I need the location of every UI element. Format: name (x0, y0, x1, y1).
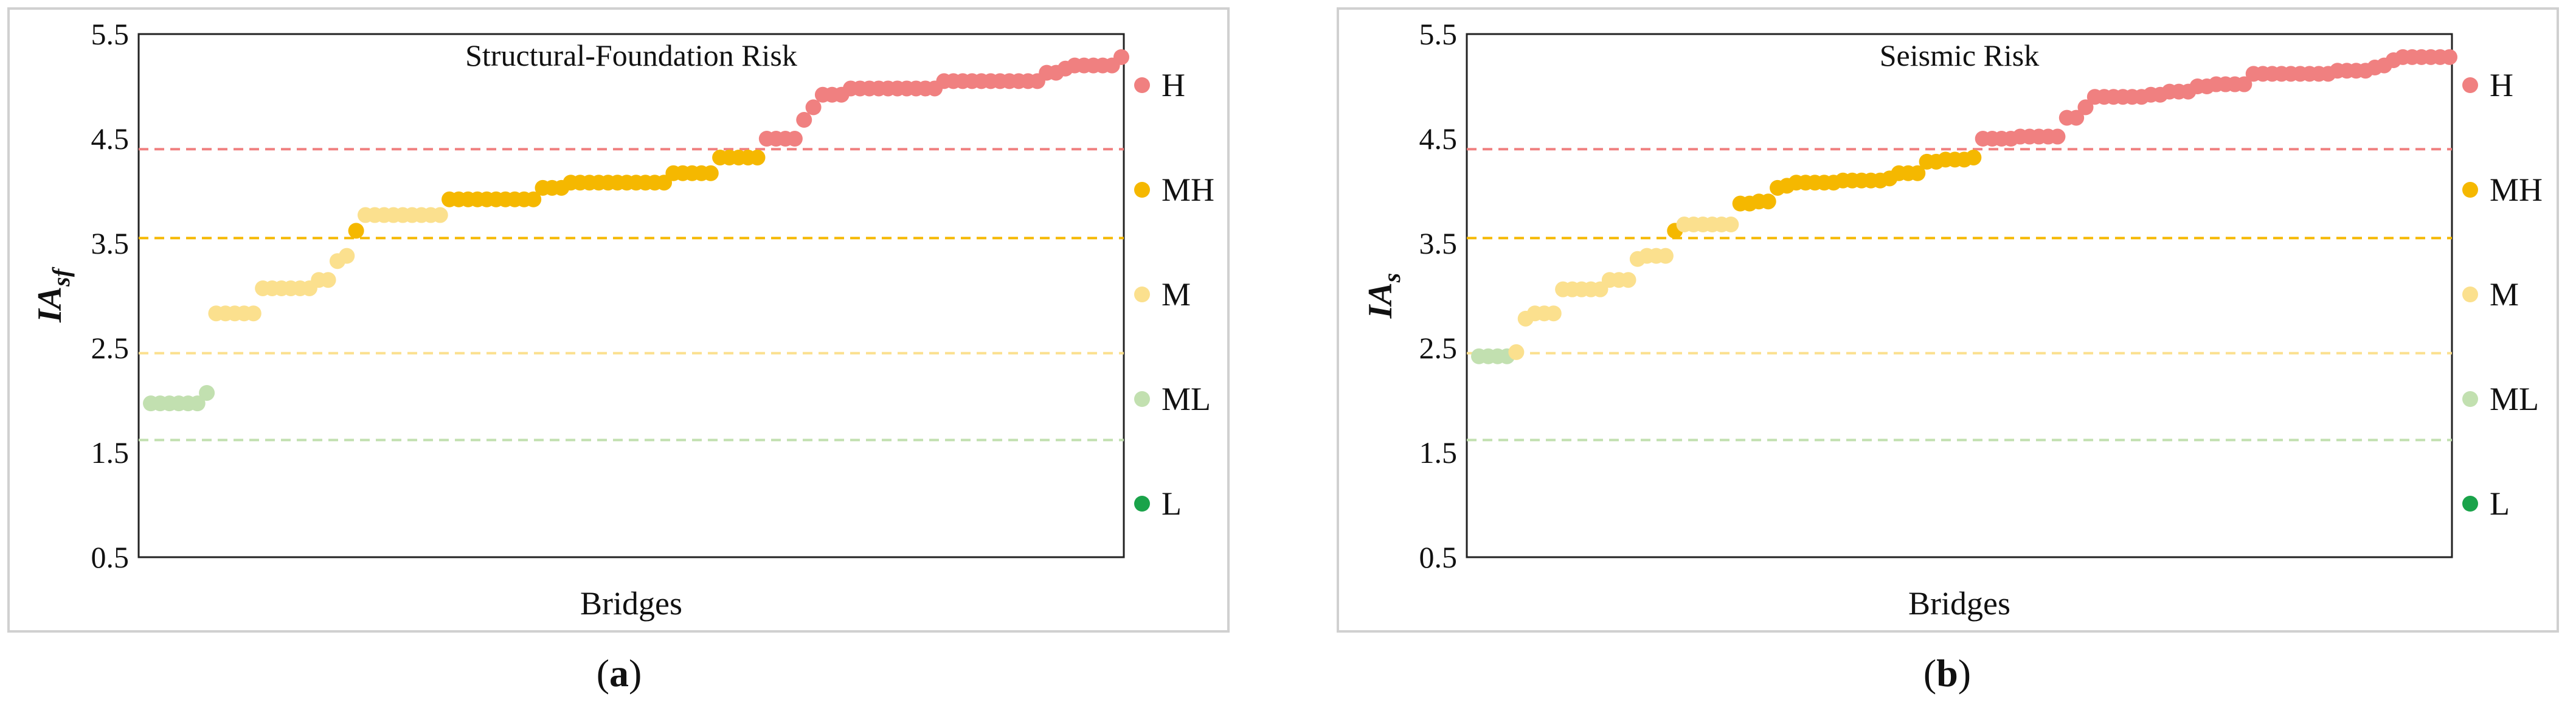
panel-b-point-mh (1909, 165, 1926, 181)
panel-a-legend-marker-ml (1134, 391, 1150, 407)
panel-a-point-h (786, 131, 803, 147)
panel-a-legend-marker-mh (1134, 182, 1150, 198)
panel-a-legend-label-m: M (1162, 276, 1191, 313)
panel-a-legend-label-h: H (1162, 67, 1185, 103)
panel-a-point-m (320, 272, 336, 288)
panel-a-point-mh (525, 191, 542, 207)
panel-a-point-h (796, 112, 812, 128)
panel-b-legend-marker-l (2462, 496, 2478, 512)
panel-a-legend-label-mh: MH (1162, 172, 1214, 208)
panel-b-threshold-lines (1467, 148, 2452, 442)
panel-a-data-points (143, 49, 1129, 412)
panel-b-y-tick-label: 2.5 (1419, 331, 1458, 365)
panel-a-x-axis-title: Bridges (580, 585, 682, 622)
panel-b-point-m (1545, 305, 1562, 322)
panel-b: 0.51.52.53.54.55.5 Seismic Risk Bridges … (1337, 7, 2559, 633)
panel-a-y-tick-label: 3.5 (91, 226, 130, 260)
panel-b-legend: H MH M ML L (2462, 67, 2543, 522)
panel-b-legend-label-ml: ML (2490, 381, 2539, 417)
panel-a-y-tick-label: 5.5 (91, 17, 130, 51)
panel-b-y-axis-title-sub: s (1378, 273, 1405, 283)
panel-a-point-mh (702, 165, 719, 181)
panel-a-legend-label-l: L (1162, 485, 1182, 522)
panel-a-point-mh (348, 223, 364, 239)
panel-a-y-axis-title: IAsf (31, 266, 75, 323)
panel-b-y-tick-labels: 0.5 1.5 2.5 3.5 4.5 5.5 (1419, 17, 1458, 574)
panel-a-y-axis-title-sub: sf (47, 266, 75, 287)
panel-b-point-m (1508, 344, 1525, 360)
panel-a-legend-marker-m (1134, 287, 1150, 302)
panel-b-point-m (1723, 217, 1739, 233)
panel-a-point-h (805, 99, 822, 116)
panel-b-data-points (1471, 49, 2457, 364)
panel-b-y-tick-label: 3.5 (1419, 226, 1458, 260)
panel-b-point-m (1657, 248, 1674, 264)
panel-b-y-axis-title-main: IA (1362, 282, 1399, 319)
panel-b-y-tick-label: 4.5 (1419, 122, 1458, 156)
panel-a-y-tick-label: 4.5 (91, 122, 130, 156)
panel-b-plot-area (1466, 33, 2453, 558)
panel-a-point-m (432, 207, 448, 223)
panel-b-title: Seismic Risk (1880, 38, 2040, 72)
panel-b-point-h (2442, 49, 2457, 65)
panel-b-point-h (2077, 99, 2094, 116)
panel-a-point-mh (749, 149, 766, 165)
panel-a-caption: (a) (597, 651, 642, 695)
panel-b-legend-label-m: M (2490, 276, 2519, 313)
panel-b-point-mh (1760, 193, 1776, 210)
panel-a-legend: H MH M ML L (1134, 67, 1214, 522)
panel-a-legend-marker-l (1134, 496, 1150, 512)
panel-b-legend-marker-h (2462, 77, 2478, 93)
panel-a-point-ml (189, 395, 206, 412)
panel-b-x-axis-title: Bridges (1908, 585, 2010, 622)
panel-b-point-mh (1965, 149, 1982, 165)
panel-a-caption-letter: a (609, 651, 629, 695)
panel-b-y-tick-label: 0.5 (1419, 540, 1458, 574)
panel-a-legend-marker-h (1134, 77, 1150, 93)
panel-a-y-axis-title-main: IA (31, 287, 69, 323)
panel-a-y-tick-labels: 0.5 1.5 2.5 3.5 4.5 5.5 (91, 17, 130, 574)
panel-b-legend-label-h: H (2490, 67, 2513, 103)
panel-b-caption-letter: b (1936, 651, 1958, 695)
panel-a-threshold-lines (139, 148, 1124, 442)
panel-b-y-axis-title: IAs (1362, 273, 1405, 319)
panel-b-point-m (1620, 272, 1636, 288)
panel-b-legend-marker-mh (2462, 182, 2478, 198)
panel-b-point-h (2236, 76, 2252, 92)
panel-b-legend-marker-ml (2462, 391, 2478, 407)
panel-a-y-tick-label: 2.5 (91, 331, 130, 365)
panel-b-legend-label-mh: MH (2490, 172, 2543, 208)
panel-b-y-tick-label: 1.5 (1419, 436, 1458, 470)
panel-a: 0.5 1.5 2.5 3.5 4.5 5.5 Structural-Foundation… (7, 7, 1230, 633)
panel-a-y-tick-label: 0.5 (91, 540, 130, 574)
panel-b-legend-marker-m (2462, 287, 2478, 302)
panel-a-point-h (1113, 49, 1129, 65)
panel-b-point-h (2068, 109, 2085, 126)
panel-b-y-tick-label: 5.5 (1419, 17, 1458, 51)
panel-a-legend-label-ml: ML (1162, 381, 1211, 417)
panel-a-point-ml (199, 384, 215, 401)
panel-a-y-tick-label: 1.5 (91, 436, 130, 470)
panel-a-point-m (245, 305, 261, 322)
panel-b-point-h (2049, 128, 2066, 145)
panel-a-point-m (339, 248, 355, 264)
panel-a-title: Structural-Foundation Risk (465, 38, 797, 72)
panel-b-legend-label-l: L (2490, 485, 2510, 522)
panel-b-caption: (b) (1923, 651, 1971, 695)
panel-a-plot-area (137, 33, 1125, 558)
